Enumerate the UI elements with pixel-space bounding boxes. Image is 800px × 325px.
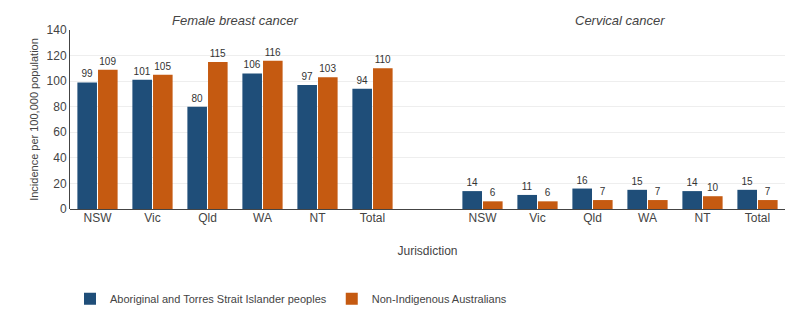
svg-text:14: 14: [686, 177, 698, 188]
svg-text:Vic: Vic: [144, 211, 160, 225]
svg-text:Cervical cancer: Cervical cancer: [575, 13, 665, 28]
svg-text:103: 103: [319, 63, 336, 74]
svg-text:16: 16: [576, 175, 588, 186]
svg-text:Vic: Vic: [529, 211, 545, 225]
svg-text:116: 116: [265, 47, 281, 58]
svg-text:WA: WA: [253, 211, 272, 225]
svg-text:101: 101: [134, 66, 151, 77]
svg-text:99: 99: [81, 68, 93, 79]
svg-text:WA: WA: [638, 211, 657, 225]
svg-text:80: 80: [53, 100, 67, 114]
svg-text:Jurisdiction: Jurisdiction: [397, 244, 457, 258]
svg-text:120: 120: [47, 49, 67, 63]
svg-text:NT: NT: [310, 211, 327, 225]
svg-text:80: 80: [191, 93, 203, 104]
svg-text:Total: Total: [745, 211, 770, 225]
svg-text:11: 11: [522, 181, 533, 192]
svg-text:14: 14: [466, 177, 478, 188]
svg-text:100: 100: [47, 74, 67, 88]
svg-text:109: 109: [99, 56, 116, 67]
svg-text:Qld: Qld: [198, 211, 217, 225]
svg-text:7: 7: [655, 186, 661, 197]
svg-text:15: 15: [741, 176, 753, 187]
svg-text:Non-Indigenous Australians: Non-Indigenous Australians: [372, 293, 507, 305]
svg-text:106: 106: [244, 59, 261, 70]
svg-text:40: 40: [53, 151, 67, 165]
svg-text:97: 97: [301, 71, 313, 82]
svg-text:7: 7: [765, 186, 771, 197]
svg-text:Female breast cancer: Female breast cancer: [172, 13, 298, 28]
svg-text:105: 105: [154, 61, 171, 72]
svg-text:60: 60: [53, 125, 67, 139]
svg-text:0: 0: [60, 202, 67, 216]
svg-text:Total: Total: [360, 211, 385, 225]
svg-text:NSW: NSW: [84, 211, 113, 225]
svg-text:20: 20: [53, 177, 67, 191]
svg-text:15: 15: [631, 176, 643, 187]
svg-text:NT: NT: [695, 211, 712, 225]
svg-text:110: 110: [375, 54, 391, 65]
svg-text:Incidence per 100,000 populati: Incidence per 100,000 population: [28, 38, 40, 201]
svg-text:6: 6: [490, 187, 496, 198]
svg-text:94: 94: [356, 75, 368, 86]
svg-text:115: 115: [210, 48, 226, 59]
svg-text:140: 140: [47, 23, 67, 37]
svg-text:10: 10: [707, 182, 719, 193]
svg-text:NSW: NSW: [469, 211, 498, 225]
svg-text:Aboriginal and Torres Strait I: Aboriginal and Torres Strait Islander pe…: [110, 293, 327, 305]
svg-text:Qld: Qld: [583, 211, 602, 225]
svg-text:6: 6: [545, 187, 551, 198]
svg-text:7: 7: [600, 186, 606, 197]
